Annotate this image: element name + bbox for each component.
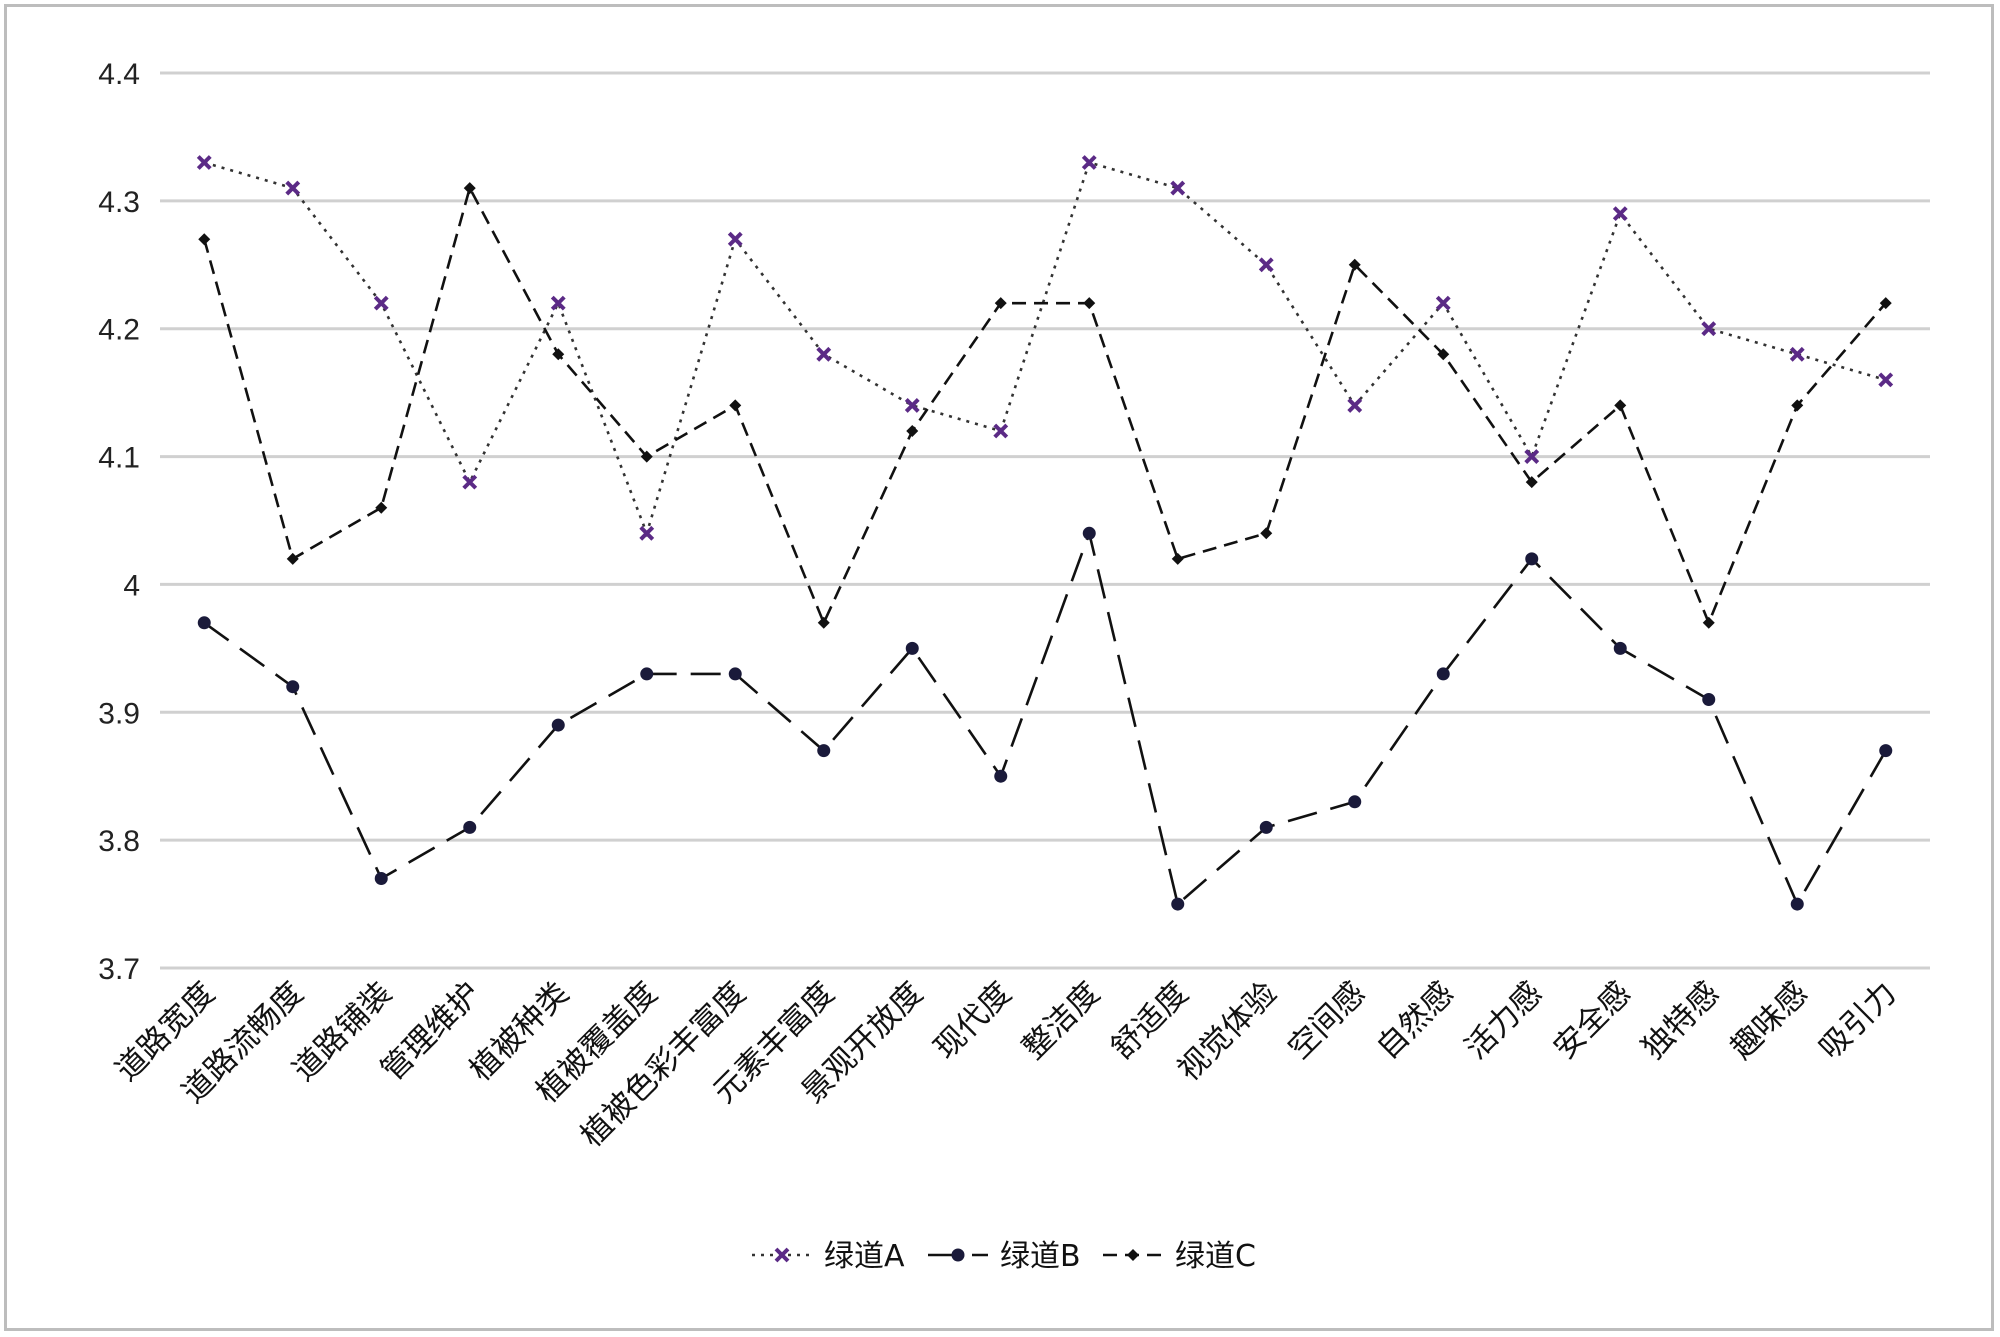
data-point-series-3 (994, 297, 1007, 310)
data-point-series-2 (1879, 744, 1893, 758)
data-point-series-1 (1524, 449, 1540, 464)
legend-marker-3 (1127, 1249, 1139, 1261)
data-point-series-3 (375, 501, 388, 514)
data-point-series-3 (1083, 297, 1096, 310)
data-point-series-3 (1879, 297, 1892, 310)
data-point-series-1 (1081, 155, 1097, 170)
data-point-series-2 (728, 667, 742, 681)
data-point-series-1 (1701, 321, 1717, 337)
data-point-series-2 (374, 872, 388, 885)
x-category-label: 空间感 (1281, 975, 1372, 1066)
data-point-series-2 (640, 667, 654, 681)
y-tick-label: 4.4 (98, 58, 140, 91)
x-category-label: 独特感 (1635, 975, 1726, 1066)
data-point-series-1 (1878, 372, 1894, 388)
y-tick-label: 3.9 (98, 697, 140, 730)
x-category-label: 自然感 (1370, 975, 1461, 1066)
x-category-label: 现代度 (927, 975, 1018, 1066)
data-point-series-2 (905, 641, 919, 655)
data-point-series-1 (1789, 346, 1805, 362)
data-point-series-3 (1702, 616, 1715, 629)
data-point-series-2 (1702, 693, 1716, 706)
data-point-series-2 (1436, 667, 1450, 681)
data-point-series-1 (1170, 180, 1186, 196)
x-category-label: 趣味感 (1724, 975, 1815, 1066)
data-point-series-3 (1614, 399, 1627, 412)
data-point-series-1 (196, 155, 212, 170)
x-category-label: 吸引力 (1812, 975, 1903, 1066)
x-category-label: 整洁度 (1016, 975, 1107, 1066)
legend-marker-1 (774, 1247, 790, 1263)
legend-label-3: 绿道C (1175, 1239, 1256, 1274)
data-point-series-3 (817, 616, 830, 629)
series-line-1 (203, 160, 1887, 538)
data-point-series-3 (640, 450, 653, 463)
data-point-series-3 (198, 233, 211, 246)
data-point-series-1 (816, 346, 832, 362)
data-point-series-2 (1348, 795, 1362, 809)
data-point-series-2 (286, 680, 300, 694)
data-point-series-3 (729, 399, 742, 412)
data-point-series-2 (197, 616, 211, 630)
data-point-series-1 (462, 474, 478, 490)
y-tick-label: 4.1 (98, 442, 140, 475)
x-category-label: 安全感 (1547, 975, 1638, 1066)
data-point-series-2 (1171, 897, 1185, 911)
series-line-2 (203, 528, 1887, 907)
data-point-series-2 (1790, 897, 1804, 911)
legend-label-2: 绿道B (1000, 1239, 1081, 1274)
data-point-series-2 (1613, 641, 1627, 655)
data-point-series-3 (1791, 399, 1804, 412)
data-point-series-3 (1348, 258, 1361, 271)
data-point-series-2 (1259, 820, 1273, 834)
data-point-series-1 (550, 295, 566, 311)
data-point-series-1 (1347, 398, 1363, 413)
data-point-series-1 (373, 295, 389, 311)
data-point-series-2 (994, 769, 1008, 783)
data-point-series-1 (993, 423, 1009, 439)
data-point-series-3 (1171, 552, 1184, 565)
data-point-series-3 (1260, 527, 1273, 540)
data-point-series-3 (286, 552, 299, 565)
data-point-series-1 (1258, 257, 1274, 273)
data-point-series-3 (1437, 348, 1450, 361)
y-tick-label: 3.7 (98, 953, 140, 986)
data-point-series-1 (727, 231, 743, 247)
y-tick-label: 4.2 (98, 314, 140, 347)
data-point-series-1 (285, 180, 301, 196)
data-point-series-1 (1435, 295, 1451, 311)
y-tick-label: 3.8 (98, 825, 140, 858)
data-point-series-3 (1525, 476, 1538, 489)
data-point-series-2 (463, 820, 477, 834)
legend-marker-2 (951, 1248, 965, 1262)
y-tick-label: 4 (123, 569, 140, 602)
data-point-series-2 (1525, 552, 1539, 566)
data-point-series-1 (904, 398, 920, 413)
data-point-series-1 (639, 525, 655, 541)
data-point-series-2 (817, 744, 831, 758)
chart-frame (4, 4, 1994, 1331)
data-point-series-2 (551, 718, 565, 732)
data-point-series-1 (1612, 206, 1628, 222)
series-line-3 (202, 184, 1887, 627)
x-category-label: 视觉体验 (1171, 975, 1284, 1088)
x-category-label: 活力感 (1458, 975, 1549, 1066)
data-point-series-3 (906, 425, 919, 437)
data-point-series-3 (552, 348, 565, 361)
data-point-series-2 (1082, 526, 1096, 540)
y-tick-label: 4.3 (98, 186, 140, 219)
data-point-series-3 (463, 182, 476, 195)
legend-label-1: 绿道A (824, 1239, 905, 1274)
